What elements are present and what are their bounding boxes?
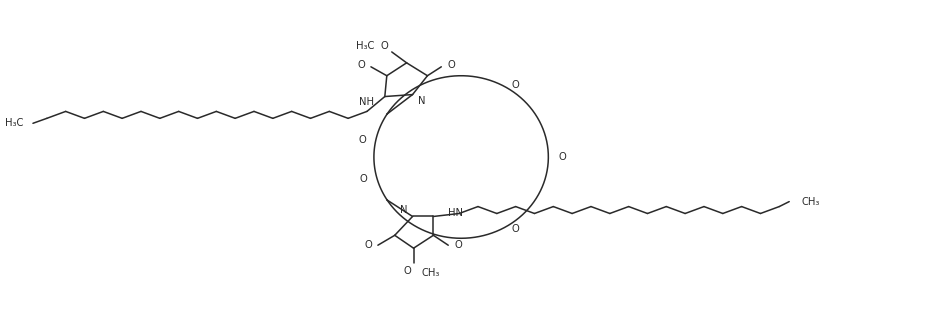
Text: N: N	[400, 204, 407, 214]
Text: O: O	[380, 41, 388, 51]
Text: H₃C: H₃C	[355, 41, 374, 51]
Text: NH: NH	[359, 97, 374, 107]
Text: HN: HN	[448, 208, 463, 219]
Text: O: O	[558, 152, 565, 162]
Text: O: O	[360, 174, 367, 184]
Text: O: O	[358, 135, 365, 145]
Text: CH₃: CH₃	[421, 268, 439, 278]
Text: O: O	[447, 60, 454, 70]
Text: O: O	[363, 240, 372, 250]
Text: H₃C: H₃C	[5, 118, 23, 128]
Text: O: O	[357, 60, 364, 70]
Text: O: O	[512, 224, 519, 234]
Text: N: N	[417, 96, 425, 106]
Text: O: O	[453, 240, 462, 250]
Text: O: O	[512, 80, 519, 90]
Text: CH₃: CH₃	[800, 197, 819, 207]
Text: O: O	[403, 266, 412, 276]
